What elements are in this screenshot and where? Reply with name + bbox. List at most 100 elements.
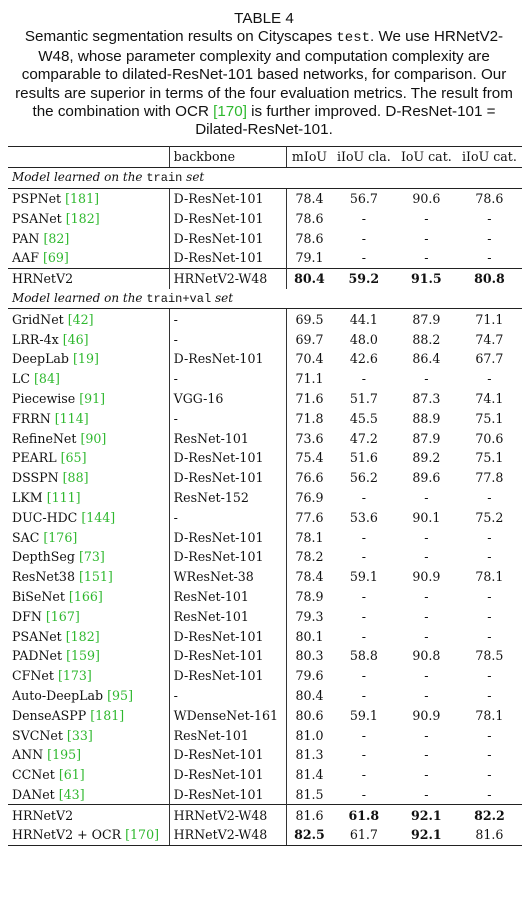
method-cell: LC [84] xyxy=(8,368,170,389)
method-cell: PSANet [182] xyxy=(8,626,170,646)
citation: [90] xyxy=(80,430,107,446)
metric-cell: - xyxy=(361,608,366,624)
metric-cell: 77.6 xyxy=(295,509,324,525)
metric-cell: 79.3 xyxy=(295,608,324,624)
metric-cell: 48.0 xyxy=(349,331,378,347)
header-cell: backbone xyxy=(169,146,288,168)
table-row: HRNetV2 HRNetV2-W48 81.6 61.8 92.1 82.2 xyxy=(8,804,522,826)
metric-cell: 78.1 xyxy=(475,707,504,723)
citation: [182] xyxy=(65,628,100,644)
metric-cell: - xyxy=(424,549,429,565)
table-row: SAC [176] D-ResNet-101 78.1- - - xyxy=(8,527,522,547)
table-row: GridNet [42] -69.5 44.1 87.9 71.1 xyxy=(8,308,522,330)
backbone-cell: D-ResNet-101 xyxy=(169,546,288,567)
metric-cell: - xyxy=(424,489,429,505)
table-row: DFN [167] ResNet-101 79.3- - - xyxy=(8,606,522,627)
metric-cell: 90.1 xyxy=(412,509,441,525)
header-cell: iIoU cat. xyxy=(456,146,522,168)
metric-cell: - xyxy=(487,250,492,266)
metric-cell: 78.5 xyxy=(475,648,504,664)
text-segment: train xyxy=(146,171,183,186)
citation: [88] xyxy=(62,470,89,486)
metric-cell: 91.5 xyxy=(395,267,457,289)
method-name: HRNetV2 + OCR xyxy=(12,827,122,843)
method-name: LC xyxy=(12,371,30,387)
method-cell: PADNet [159] xyxy=(8,645,170,666)
metric-cell: 80.6 xyxy=(295,707,324,723)
metric-cell: 42.6 xyxy=(349,351,378,367)
table-row: LKM [111] ResNet-152 76.9- - - xyxy=(8,487,522,508)
citation: [151] xyxy=(78,569,113,585)
metric-cell: 71.1 xyxy=(295,371,324,387)
method-name: PAN xyxy=(12,230,40,246)
citation: [33] xyxy=(66,727,93,743)
table-row: ResNet38 [151] WResNet-38 78.4 59.1 90.9 78.1 xyxy=(8,566,522,587)
backbone-cell: D-ResNet-101 xyxy=(169,764,288,785)
metric-cell: 71.1 xyxy=(475,311,504,327)
backbone-cell: D-ResNet-101 xyxy=(169,188,288,209)
citation: [195] xyxy=(47,747,82,763)
metric-cell: - xyxy=(424,371,429,387)
method-cell: Piecewise [91] xyxy=(8,388,170,409)
metric-cell: 67.7 xyxy=(475,351,504,367)
citation: [173] xyxy=(57,668,92,684)
text-segment: is further improved. D-ResNet-101 = Dila… xyxy=(195,103,496,139)
citation: [159] xyxy=(66,648,100,664)
metric-cell: 79.6 xyxy=(295,668,324,684)
table-row: CFNet [173] D-ResNet-101 79.6- - - xyxy=(8,665,522,686)
metric-cell: - xyxy=(361,549,366,565)
citation: [181] xyxy=(65,190,99,206)
citation: [69] xyxy=(42,250,69,266)
citation: [42] xyxy=(67,311,94,327)
metric-cell: 59.1 xyxy=(349,569,378,585)
citation: [176] xyxy=(43,529,78,545)
metric-cell: 80.4 xyxy=(295,687,324,703)
metric-cell: 59.1 xyxy=(349,707,378,723)
text-segment: Semantic segmentation results on Citysca… xyxy=(24,28,337,46)
method-name: PSANet xyxy=(12,210,62,226)
metric-cell: - xyxy=(487,210,492,226)
text-segment: test xyxy=(336,30,371,47)
metric-cell: 90.9 xyxy=(412,569,441,585)
method-name: AAF xyxy=(12,250,39,266)
metric-cell: - xyxy=(361,371,366,387)
metric-cell: - xyxy=(424,230,429,246)
metric-cell: 78.6 xyxy=(295,230,324,246)
metric-cell: 74.1 xyxy=(475,390,504,406)
method-name: DSSPN xyxy=(12,470,59,486)
section-row: Model learned on the train set xyxy=(8,167,522,189)
table-row: ANN [195] D-ResNet-101 81.3- - - xyxy=(8,744,522,765)
method-cell: HRNetV2 + OCR [170] xyxy=(8,825,170,846)
method-cell: HRNetV2 xyxy=(8,267,170,289)
backbone-cell: D-ResNet-101 xyxy=(169,348,288,369)
metric-cell: 61.7 xyxy=(331,825,396,846)
method-cell: PAN [82] xyxy=(8,228,170,248)
metric-cell: 45.5 xyxy=(349,410,378,426)
table-row: AAF [69] D-ResNet-101 79.1- - - xyxy=(8,247,522,269)
metric-cell: - xyxy=(424,767,429,783)
header-cell: iIoU cla. xyxy=(331,146,396,168)
backbone-cell: D-ResNet-101 xyxy=(169,645,288,666)
metric-cell: 61.8 xyxy=(331,804,396,826)
results-table: backbone mIoU iIoU cla. IoU cat. iIoU cat. Mo… xyxy=(8,146,522,846)
metric-cell: 44.1 xyxy=(349,311,378,327)
metric-cell: 71.6 xyxy=(295,390,324,406)
method-name: ANN xyxy=(12,747,44,763)
method-cell: SVCNet [33] xyxy=(8,725,170,745)
backbone-cell: ResNet-101 xyxy=(169,586,288,607)
method-cell: PSPNet [181] xyxy=(8,188,170,209)
metric-cell: 92.1 xyxy=(395,804,457,826)
backbone-cell: D-ResNet-101 xyxy=(169,208,288,229)
metric-cell: 90.9 xyxy=(412,707,441,723)
method-name: DFN xyxy=(12,608,42,624)
metric-cell: 76.9 xyxy=(295,489,324,505)
text-segment: Model learned on the xyxy=(12,290,147,305)
citation: [43] xyxy=(58,786,85,802)
table-row: PAN [82] D-ResNet-101 78.6- - - xyxy=(8,228,522,248)
header-row: backbone mIoU iIoU cla. IoU cat. iIoU cat. xyxy=(8,146,522,168)
backbone-cell: VGG-16 xyxy=(169,388,288,409)
metric-cell: - xyxy=(361,588,366,604)
backbone-cell: - xyxy=(169,408,288,429)
table-row: HRNetV2 + OCR [170] HRNetV2-W48 82.5 61.7 92… xyxy=(8,825,522,846)
method-name: ResNet38 xyxy=(12,569,75,585)
